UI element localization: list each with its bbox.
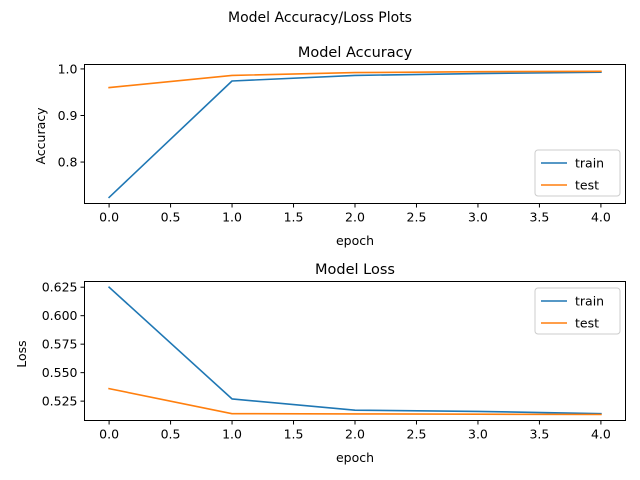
loss-x-tick-label: 4.0 [591, 427, 611, 442]
loss-chart: Model Loss epoch Loss 0.0 0.5 1.0 1.5 2.0 2.5… [14, 262, 626, 465]
accuracy-legend-label-test: test [575, 178, 599, 193]
loss-y-tick-label: 0.525 [42, 394, 78, 409]
loss-y-tick-label: 0.550 [42, 365, 78, 380]
figure-suptitle: Model Accuracy/Loss Plots [228, 10, 412, 26]
accuracy-x-tick-label: 2.0 [345, 210, 365, 225]
loss-x-tick-label: 1.5 [284, 427, 304, 442]
accuracy-x-tick-label: 1.5 [284, 210, 304, 225]
accuracy-legend-label-train: train [575, 156, 604, 171]
loss-x-tick-label: 2.5 [407, 427, 427, 442]
loss-y-tick-label: 0.575 [42, 337, 78, 352]
accuracy-y-axis-label: Accuracy [33, 107, 48, 165]
accuracy-x-tick-label: 0.5 [161, 210, 181, 225]
accuracy-ticks: 0.0 0.5 1.0 1.5 2.0 2.5 3.0 3.5 4.0 0.8 0.9 1.0 [58, 61, 611, 224]
loss-x-tick-label: 3.0 [468, 427, 488, 442]
accuracy-y-tick-label: 1.0 [58, 61, 78, 76]
accuracy-series-test-line [108, 70, 602, 89]
accuracy-y-tick-label: 0.8 [58, 155, 78, 170]
accuracy-x-tick-label: 0.0 [99, 210, 119, 225]
accuracy-x-tick-label: 3.0 [468, 210, 488, 225]
loss-series-train-line [107, 286, 602, 415]
loss-legend-label-train: train [575, 294, 604, 309]
loss-legend-label-test: test [575, 316, 599, 331]
loss-y-tick-label: 0.625 [42, 280, 78, 295]
loss-x-tick-label: 2.0 [345, 427, 365, 442]
loss-x-tick-label: 0.0 [99, 427, 119, 442]
loss-ticks: 0.0 0.5 1.0 1.5 2.0 2.5 3.0 3.5 4.0 0.525 0.550 0.5… [42, 280, 611, 442]
loss-x-tick-label: 0.5 [161, 427, 181, 442]
loss-axes-frame [84, 281, 626, 421]
accuracy-chart: Model Accuracy epoch Accuracy 0.0 0.5 1.0 1… [33, 45, 626, 248]
accuracy-plot-lines [107, 70, 602, 199]
loss-y-tick-label: 0.600 [42, 308, 78, 323]
accuracy-x-axis-label: epoch [336, 233, 374, 248]
loss-x-axis-label: epoch [336, 450, 374, 465]
loss-plot-lines [107, 286, 602, 416]
accuracy-x-tick-label: 2.5 [407, 210, 427, 225]
accuracy-series-train-line [107, 71, 602, 199]
loss-legend: train test [534, 287, 621, 335]
accuracy-y-tick-label: 0.9 [58, 108, 78, 123]
loss-chart-title: Model Loss [315, 262, 395, 278]
loss-x-tick-label: 1.0 [222, 427, 242, 442]
loss-y-axis-label: Loss [14, 340, 29, 367]
accuracy-x-tick-label: 4.0 [591, 210, 611, 225]
accuracy-axes-frame [84, 64, 626, 204]
accuracy-legend: train test [534, 149, 621, 197]
loss-series-test-line [108, 387, 602, 416]
accuracy-x-tick-label: 1.0 [222, 210, 242, 225]
accuracy-chart-title: Model Accuracy [298, 45, 413, 61]
loss-x-tick-label: 3.5 [529, 427, 549, 442]
accuracy-x-tick-label: 3.5 [529, 210, 549, 225]
